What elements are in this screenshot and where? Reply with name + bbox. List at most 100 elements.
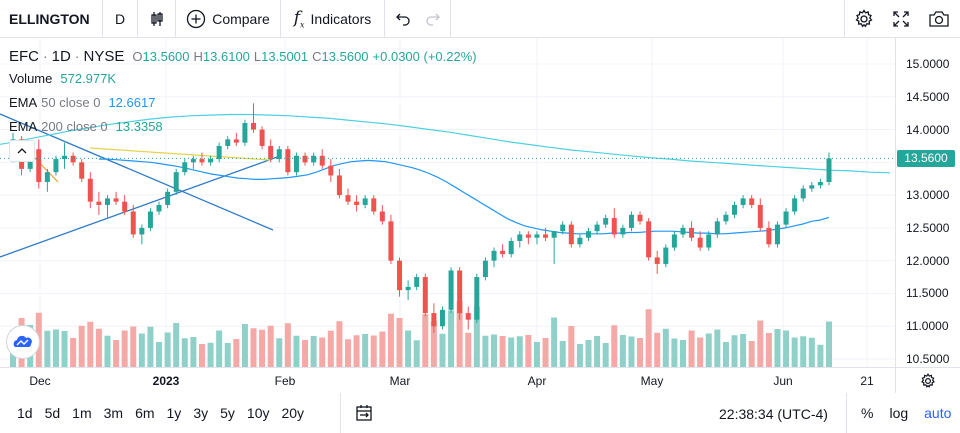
- volume-bar: [791, 337, 798, 367]
- ema50-value: 12.6617: [108, 94, 156, 110]
- volume-bar: [276, 338, 283, 367]
- volume-bar: [181, 338, 188, 367]
- candle-body: [173, 172, 179, 192]
- candle-body: [302, 155, 308, 163]
- volume-bar: [70, 338, 77, 367]
- legend-open-key: O: [132, 48, 143, 64]
- price-tick: 12.0000: [906, 253, 950, 268]
- volume-value: 572.977K: [60, 70, 117, 86]
- range-button-20y[interactable]: 20y: [281, 405, 305, 421]
- volume-bar: [233, 339, 240, 367]
- volume-bar: [688, 330, 695, 367]
- candle-body: [680, 227, 686, 235]
- ema50-params: 50 close 0: [41, 94, 101, 110]
- candle-body: [130, 211, 136, 235]
- redo-icon[interactable]: [425, 12, 441, 26]
- candles: [10, 103, 832, 333]
- range-button-1m[interactable]: 1m: [72, 405, 92, 421]
- candle-body: [508, 241, 514, 255]
- candle-body: [800, 188, 806, 199]
- clock-timezone[interactable]: 22:38:34 (UTC-4): [719, 406, 828, 422]
- date-range-button[interactable]: [340, 393, 386, 433]
- trendline-down[interactable]: [0, 113, 274, 231]
- symbol-search-button[interactable]: ELLINGTON: [0, 0, 103, 38]
- candle-body: [500, 250, 506, 255]
- volume-bar: [267, 325, 274, 367]
- time-scale[interactable]: Dec 2023 Feb Mar Apr May Jun 21: [0, 367, 895, 393]
- volume-bar: [731, 335, 738, 367]
- candle-body: [199, 159, 205, 163]
- range-button-1y[interactable]: 1y: [166, 405, 182, 421]
- candle-body: [87, 178, 93, 202]
- chart-type-button[interactable]: [138, 0, 176, 38]
- volume-legend[interactable]: Volume 572.977K: [9, 66, 477, 90]
- fullscreen-button[interactable]: [882, 0, 920, 38]
- candle-body: [517, 234, 523, 241]
- volume-bar: [679, 340, 686, 367]
- compare-button[interactable]: Compare: [176, 0, 281, 38]
- interval-label: D: [114, 10, 126, 27]
- candle-body: [388, 221, 394, 261]
- volume-bar: [465, 332, 472, 367]
- range-button-6m[interactable]: 6m: [135, 405, 155, 421]
- range-button-10y[interactable]: 10y: [246, 405, 270, 421]
- volume-bar: [439, 333, 446, 367]
- volume-bar: [482, 335, 489, 367]
- range-button-1d[interactable]: 1d: [17, 405, 33, 421]
- range-button-3y[interactable]: 3y: [193, 405, 209, 421]
- range-button-3m[interactable]: 3m: [103, 405, 124, 421]
- volume-bar: [594, 336, 601, 367]
- volume-bar: [740, 334, 747, 367]
- candle-body: [242, 123, 248, 143]
- candle-body: [414, 277, 420, 287]
- price-tick: 13.0000: [906, 188, 950, 203]
- volume-bar: [164, 332, 171, 367]
- candle-body: [757, 204, 763, 228]
- settings-button[interactable]: [844, 0, 882, 38]
- volume-bar: [353, 335, 360, 367]
- percent-scale-toggle[interactable]: %: [861, 405, 874, 421]
- volume-bar: [379, 331, 386, 367]
- indicators-label: Indicators: [310, 10, 372, 27]
- candle-body: [474, 277, 480, 320]
- time-tick: Dec: [29, 374, 51, 388]
- candle-body: [697, 237, 703, 248]
- interval-button[interactable]: D: [103, 0, 138, 38]
- symbol-label: ELLINGTON: [9, 10, 90, 27]
- chart-pane[interactable]: [0, 38, 895, 367]
- price-chart[interactable]: [0, 38, 895, 367]
- volume-bar: [645, 309, 652, 367]
- legend-collapse-button[interactable]: [9, 140, 35, 162]
- main-series-legend[interactable]: EFC · 1D · NYSE O 13.5600 H 13.6100 L 13.50…: [9, 47, 477, 65]
- volume-bar: [121, 330, 128, 367]
- indicators-button[interactable]: fx Indicators: [281, 0, 385, 38]
- trendline-up[interactable]: [0, 155, 281, 258]
- candle-body: [328, 165, 334, 176]
- range-button-5y[interactable]: 5y: [220, 405, 235, 421]
- volume-bar: [293, 335, 300, 367]
- undo-icon[interactable]: [395, 12, 411, 26]
- chart-settings-button[interactable]: [895, 367, 960, 393]
- snapshot-button[interactable]: [920, 0, 958, 38]
- tradingview-logo[interactable]: [6, 325, 40, 359]
- candle-body: [826, 158, 832, 182]
- price-tick: 14.5000: [906, 89, 950, 104]
- volume-bar: [362, 334, 369, 367]
- volume-bar: [198, 344, 205, 367]
- ema50-legend[interactable]: EMA 50 close 0 12.6617: [9, 90, 477, 114]
- candle-body: [663, 247, 669, 264]
- chart-legend: EFC · 1D · NYSE O 13.5600 H 13.6100 L 13.50…: [9, 46, 477, 138]
- volume-bar: [671, 338, 678, 367]
- ema200-legend[interactable]: EMA 200 close 0 13.3358: [9, 114, 477, 138]
- last-price-label: 13.5600: [897, 149, 955, 167]
- log-scale-toggle[interactable]: log: [889, 405, 909, 421]
- range-button-5d[interactable]: 5d: [44, 405, 61, 421]
- volume-bar: [662, 328, 669, 367]
- ema50-line: [98, 158, 830, 235]
- candle-body: [431, 313, 437, 327]
- time-tick: May: [640, 374, 664, 388]
- auto-scale-toggle[interactable]: auto: [924, 405, 952, 421]
- price-scale[interactable]: 15.000014.500014.000013.500013.000012.50…: [895, 38, 960, 367]
- candle-body: [259, 129, 265, 146]
- volume-name: Volume: [9, 70, 53, 86]
